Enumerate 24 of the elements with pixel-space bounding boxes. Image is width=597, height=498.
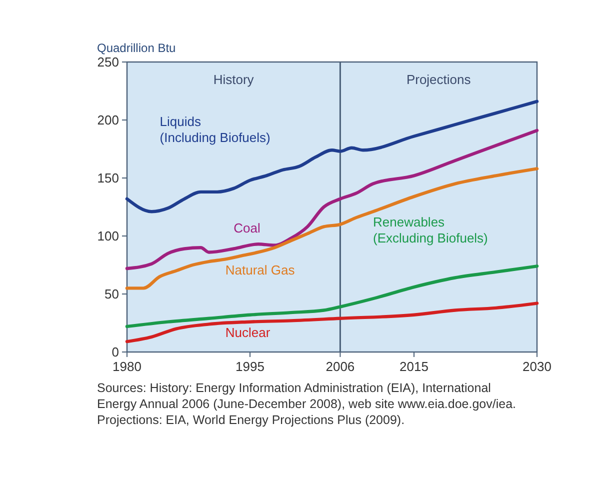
y-tick-label: 150 xyxy=(97,170,119,186)
source-note: Sources: History: Energy Information Administration (EIA), International Energy Annual 2006 (June-December 2008), web site www.eia.doe.gov/iea. Projections: EIA, World Energy Projections Plus (2009). xyxy=(97,381,516,427)
y-tick-label: 200 xyxy=(97,112,119,128)
y-tick-label: 250 xyxy=(97,54,119,70)
line-series xyxy=(125,167,539,290)
y-axis-title: Quadrillion Btu xyxy=(97,41,176,55)
line-series xyxy=(125,100,539,214)
series-label: Nuclear xyxy=(225,324,271,340)
y-tick-label: 50 xyxy=(104,286,119,302)
x-tick-label: 2030 xyxy=(522,359,552,374)
series-label: Natural Gas xyxy=(225,262,296,278)
line-series xyxy=(125,302,539,344)
x-tick-label: 2015 xyxy=(400,359,428,374)
series-label: Coal xyxy=(234,220,260,236)
text: Renewables (Excluding Biofuels) xyxy=(373,214,488,246)
band-label: Projections xyxy=(406,72,472,87)
x-tick-label: 2006 xyxy=(326,359,355,374)
x-tick-label: 1980 xyxy=(112,359,142,374)
line-series xyxy=(125,264,539,328)
y-tick-label: 0 xyxy=(112,344,119,360)
x-tick-label: 1995 xyxy=(236,359,264,374)
band-label: History xyxy=(213,72,254,87)
y-tick-label: 100 xyxy=(97,228,119,244)
text: Liquids (Including Biofuels) xyxy=(160,114,270,145)
